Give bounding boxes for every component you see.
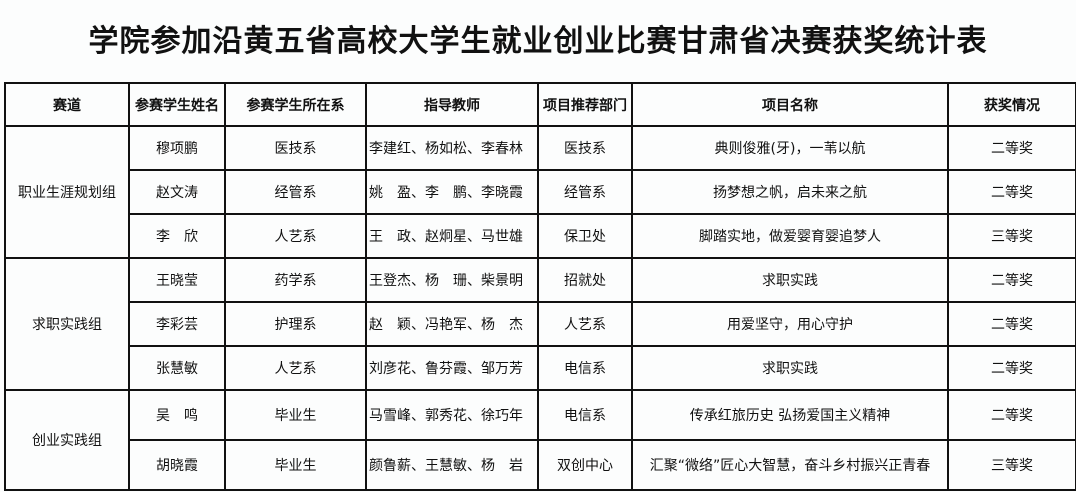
award-cell: 二等奖 [947, 389, 1076, 441]
recommender-cell: 电信系 [537, 389, 633, 441]
table-row: 赵文涛 经管系姚 盈、李 鹏、李晓霞 经管系 扬梦想之帆，启未来之航 二等奖 [5, 169, 1076, 215]
award-cell: 二等奖 [947, 301, 1076, 347]
project-cell: 求职实践 [631, 257, 949, 303]
header-teachers: 指导教师 [365, 82, 539, 127]
teachers-cell: 赵 颖、冯艳军、杨 杰 [365, 301, 539, 347]
student-cell: 张慧敏 [128, 345, 226, 391]
dept-cell: 经管系 [224, 169, 367, 215]
track-cell: 求职实践组 [4, 257, 130, 391]
teachers-cell: 李建红、杨如松、李春林 [365, 125, 539, 171]
student-cell: 吴 鸣 [128, 389, 226, 441]
award-cell: 三等奖 [947, 213, 1076, 259]
teachers-cell: 刘彦花、鲁芬霞、邹万芳 [365, 345, 539, 391]
track-cell: 职业生涯规划组 [4, 125, 130, 259]
dept-cell: 毕业生 [224, 439, 367, 491]
header-dept: 参赛学生所在系 [224, 82, 367, 127]
recommender-cell: 人艺系 [537, 301, 633, 347]
student-cell: 李彩芸 [128, 301, 226, 347]
award-cell: 二等奖 [947, 169, 1076, 215]
dept-cell: 毕业生 [224, 389, 367, 441]
award-cell: 二等奖 [947, 345, 1076, 391]
dept-cell: 护理系 [224, 301, 367, 347]
header-student: 参赛学生姓名 [128, 82, 226, 127]
table-header-row: 赛道 参赛学生姓名 参赛学生所在系 指导教师 项目推荐部门 项目名称 获奖情况 [4, 82, 1076, 127]
table-row: 张慧敏 人艺系 刘彦花、鲁芬霞、邹万芳 电信系 求职实践 二等奖 [5, 345, 1076, 391]
student-cell: 穆项鹏 [128, 125, 226, 171]
recommender-cell: 双创中心 [537, 439, 633, 491]
project-cell: 求职实践 [631, 345, 949, 391]
header-award: 获奖情况 [947, 82, 1076, 127]
header-project: 项目名称 [631, 82, 949, 127]
project-cell: 汇聚“微络”匠心大智慧，奋斗乡村振兴正青春 [631, 439, 949, 491]
table-row: 创业实践组吴 鸣毕业生 马雪峰、郭秀花、徐巧年 电信系 传承红旅历史 弘扬爱国主义精神… [4, 389, 1076, 491]
dept-cell: 人艺系 [224, 345, 367, 391]
table-row: 胡晓霞 毕业生 颜鲁薪、王慧敏、杨 岩双创中心 汇聚“微络”匠心大智慧，奋斗乡村振兴正… [5, 439, 1076, 491]
recommender-cell: 经管系 [537, 169, 633, 215]
project-cell: 传承红旅历史 弘扬爱国主义精神 [631, 389, 949, 441]
project-cell: 脚踏实地，做爱婴育婴追梦人 [631, 213, 949, 259]
award-cell: 二等奖 [947, 125, 1076, 171]
recommender-cell: 招就处 [537, 257, 633, 303]
recommender-cell: 保卫处 [537, 213, 633, 259]
table-row: 李 欣人艺系王 政、赵炯星、马世雄 保卫处 脚踏实地，做爱婴育婴追梦人 三等奖 [5, 213, 1076, 259]
dept-cell: 医技系 [224, 125, 367, 171]
teachers-cell: 王登杰、杨 珊、柴景明 [365, 257, 539, 303]
table-row: 求职实践组 王晓莹 药学系 王登杰、杨 珊、柴景明 招就处 求职实践 二等奖 [4, 257, 1076, 391]
page-title: 学院参加沿黄五省高校大学生就业创业比赛甘肃省决赛获奖统计表 [88, 24, 988, 59]
teachers-cell: 姚 盈、李 鹏、李晓霞 [365, 169, 539, 215]
student-cell: 赵文涛 [128, 169, 226, 215]
dept-cell: 人艺系 [224, 213, 367, 259]
teachers-cell: 王 政、赵炯星、马世雄 [365, 213, 539, 259]
award-cell: 二等奖 [947, 257, 1076, 303]
header-track: 赛道 [4, 82, 130, 127]
award-cell: 三等奖 [947, 439, 1076, 491]
project-cell: 扬梦想之帆，启未来之航 [631, 169, 949, 215]
project-cell: 用爱坚守，用心守护 [631, 301, 949, 347]
project-cell: 典则俊雅(牙)，一苇以航 [631, 125, 949, 171]
recommender-cell: 电信系 [537, 345, 633, 391]
teachers-cell: 颜鲁薪、王慧敏、杨 岩 [365, 439, 539, 491]
student-cell: 胡晓霞 [128, 439, 226, 491]
header-recommender: 项目推荐部门 [537, 82, 633, 127]
award-table: 赛道 参赛学生姓名 参赛学生所在系 指导教师 项目推荐部门 项目名称 获奖情况 … [4, 82, 1076, 491]
dept-cell: 药学系 [224, 257, 367, 303]
track-cell: 创业实践组 [4, 389, 130, 491]
student-cell: 李 欣 [128, 213, 226, 259]
teachers-cell: 马雪峰、郭秀花、徐巧年 [365, 389, 539, 441]
table-row: 职业生涯规划组 穆项鹏 医技系 李建红、杨如松、李春林 医技系 典则俊雅(牙)，一苇以航二… [4, 125, 1076, 259]
table-row: 李彩芸 护理系赵 颖、冯艳军、杨 杰人艺系 用爱坚守，用心守护 二等奖 [5, 301, 1076, 347]
student-cell: 王晓莹 [128, 257, 226, 303]
recommender-cell: 医技系 [537, 125, 633, 171]
